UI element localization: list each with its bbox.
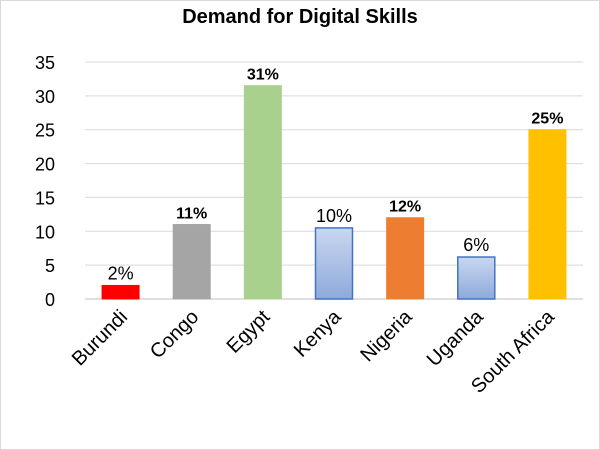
data-label: 2% <box>108 263 134 283</box>
data-label: 31% <box>247 67 279 84</box>
y-tick-label: 20 <box>35 155 55 175</box>
y-tick-label: 15 <box>35 188 55 208</box>
x-tick-label: Uganda <box>423 305 489 371</box>
data-labels: 2% 11% 31% 10% 12% 6% 25% <box>108 67 564 284</box>
bar-egypt <box>243 85 282 300</box>
bar-kenya <box>314 227 354 300</box>
bar-uganda <box>457 256 496 300</box>
bar-congo <box>172 224 211 300</box>
chart-title: Demand for Digital Skills <box>182 6 418 28</box>
y-tick-label: 35 <box>35 53 55 73</box>
data-label: 10% <box>316 206 352 226</box>
y-tick-label: 0 <box>45 290 55 310</box>
x-tick-label: Nigeria <box>356 305 417 366</box>
y-axis: 0 5 10 15 20 25 30 35 <box>35 53 55 310</box>
x-axis: Burundi Congo Egypt Kenya Nigeria UgandaSouth… <box>68 305 560 397</box>
bars <box>101 85 567 300</box>
data-label: 11% <box>176 206 207 223</box>
y-tick-label: 30 <box>35 87 55 107</box>
y-tick-label: 10 <box>35 222 55 242</box>
x-tick-label: Egypt <box>223 306 275 358</box>
bar-south-africa <box>528 129 567 300</box>
bar-burundi <box>101 284 140 300</box>
bar-nigeria <box>386 217 425 300</box>
data-label: 12% <box>389 199 421 216</box>
y-tick-label: 5 <box>45 256 55 276</box>
data-label: 6% <box>463 235 489 255</box>
x-tick-label: Kenya <box>290 305 346 361</box>
data-label: 25% <box>531 111 563 128</box>
x-tick-label: Burundi <box>68 306 132 370</box>
x-tick-label: Congo <box>146 306 203 363</box>
y-tick-label: 25 <box>35 121 55 141</box>
